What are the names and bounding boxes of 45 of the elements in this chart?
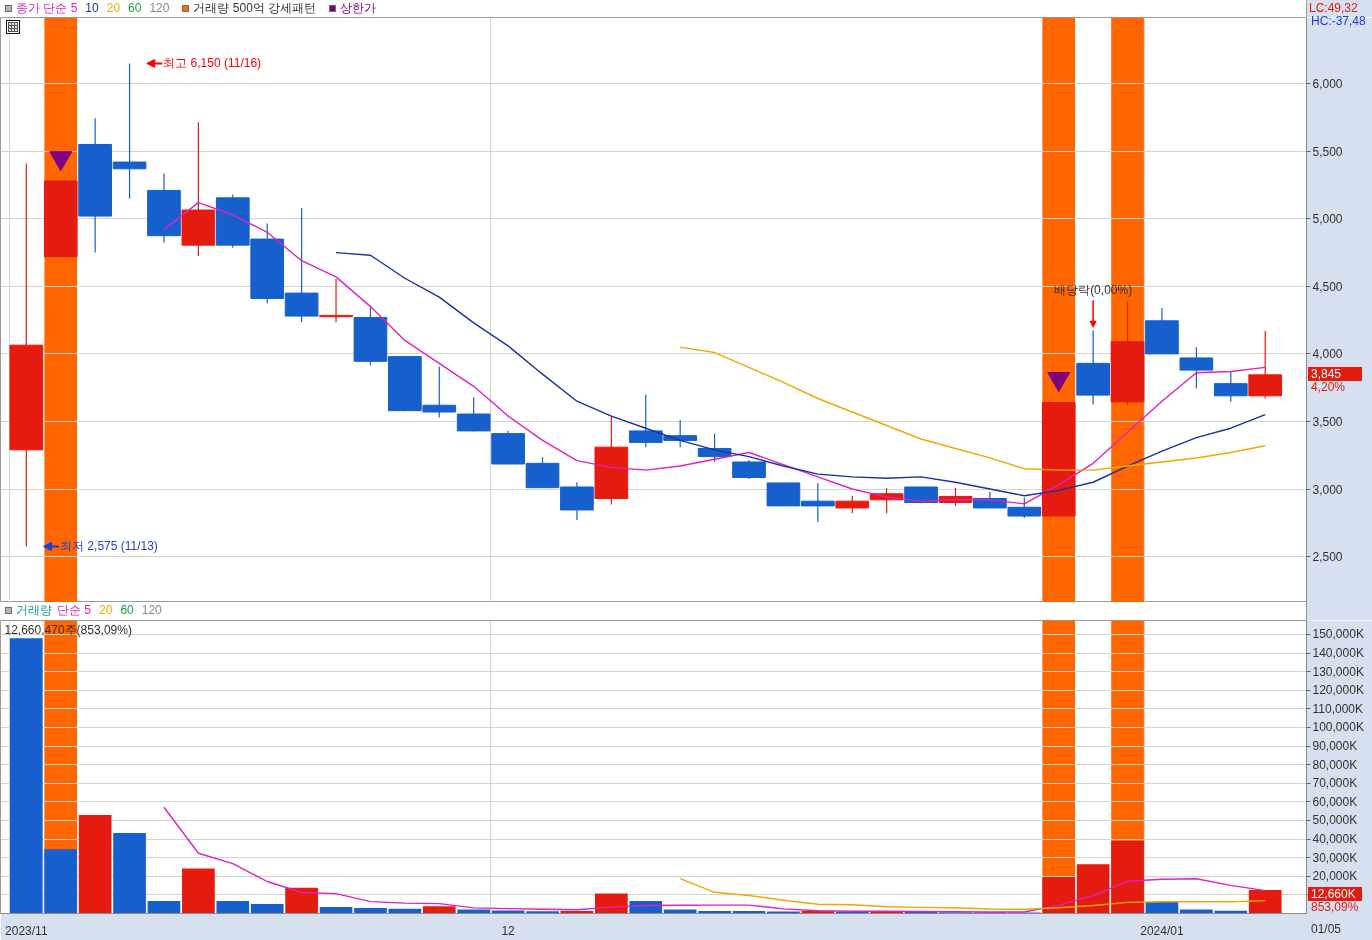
y-tick-label: 80,000K	[1312, 757, 1358, 772]
y-tick-label: 60,000K	[1312, 794, 1358, 809]
text: LC:49,32	[1309, 1, 1358, 15]
legend-label: 120	[149, 0, 170, 17]
text: 종가 단순 5	[16, 0, 78, 17]
y-tick-label: 110,000K	[1312, 701, 1363, 716]
legend-label: 120	[141, 602, 162, 620]
legend-label: 60	[120, 602, 134, 620]
y-tick-label: 5,000	[1312, 212, 1343, 227]
text: HC:-37,48	[1310, 14, 1367, 28]
x-tick-label: 2023/11	[5, 923, 48, 938]
y-tick-label: 20,000K	[1312, 869, 1358, 884]
y-tick-label: 2,500	[1312, 550, 1343, 565]
text: 20	[106, 0, 121, 17]
text: 단순 5	[57, 602, 92, 620]
price-tag: 12,660K	[1308, 887, 1362, 901]
legend-title: 거래량	[16, 602, 52, 620]
y-tick-label: 120,000K	[1312, 683, 1364, 698]
y-tick-label: 100,000K	[1312, 720, 1364, 735]
text: 853,09%	[1310, 900, 1360, 914]
text: 4,20%	[1310, 380, 1347, 394]
y-tick-label: 3,500	[1312, 414, 1343, 429]
x-tick-label: 12	[501, 923, 516, 938]
y-tick-label: 4,000	[1312, 347, 1343, 362]
legend-label: 상한가	[340, 0, 377, 17]
y-tick-label: 5,500	[1312, 144, 1343, 159]
y-tick-label: 3,000	[1312, 482, 1343, 497]
y-tick-label: 150,000K	[1312, 627, 1364, 642]
y-tick-label: 50,000K	[1312, 813, 1358, 828]
x-tick-label: 2024/01	[1140, 923, 1184, 938]
y-tick-label: 30,000K	[1312, 850, 1358, 865]
y-tick-label: 70,000K	[1312, 776, 1358, 791]
annotation: 최고 6,150 (11/16)	[163, 56, 262, 71]
text: 20	[99, 602, 113, 620]
y-tick-label: 140,000K	[1312, 646, 1364, 661]
y-tick-label: 6,000	[1312, 77, 1343, 92]
text: 01/05	[1310, 922, 1343, 936]
legend-label: 60	[128, 0, 142, 17]
text: 10	[85, 0, 99, 17]
legend-label: 거래량 500억 강세패턴	[193, 0, 317, 17]
y-tick-label: 40,000K	[1312, 832, 1358, 847]
y-tick-label: 4,500	[1312, 279, 1343, 294]
y-tick-label: 130,000K	[1312, 664, 1364, 679]
y-tick-label: 90,000K	[1312, 739, 1358, 754]
price-tag: 3,845	[1308, 367, 1362, 381]
